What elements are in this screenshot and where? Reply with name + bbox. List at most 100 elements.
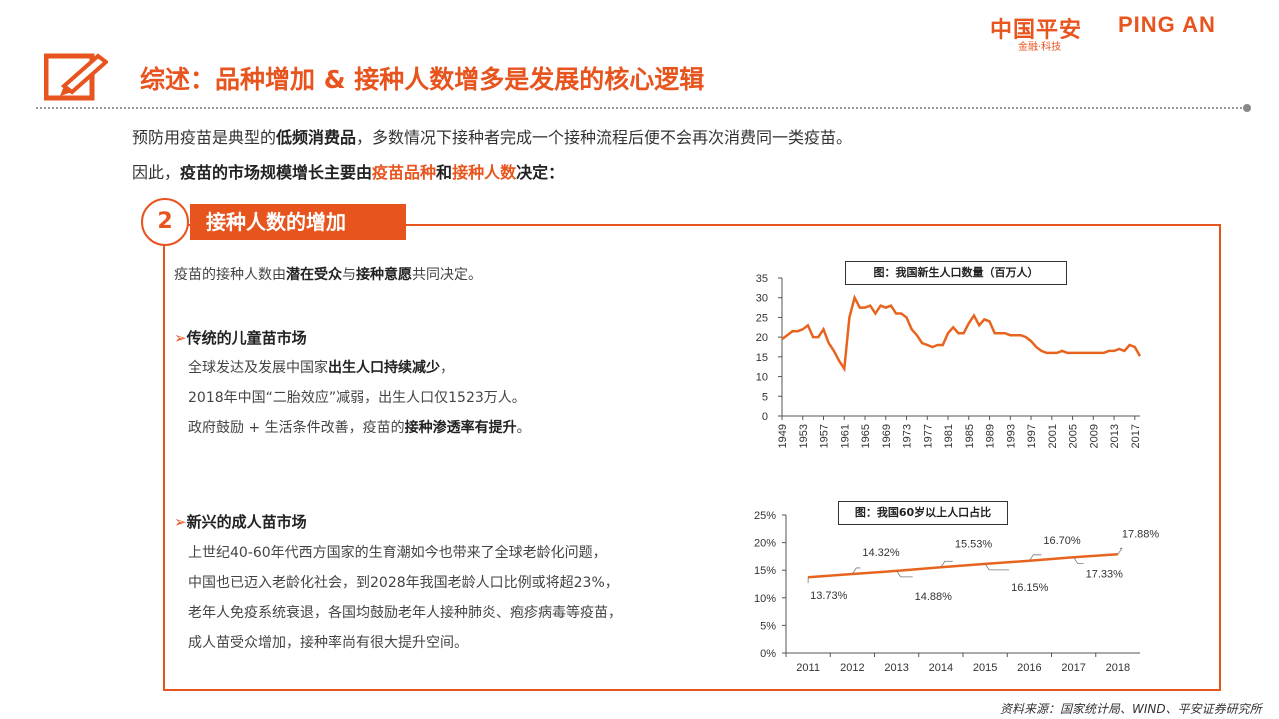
x-tick-label: 1961 [839, 424, 851, 448]
data-label: 13.73% [810, 590, 848, 602]
x-tick-label: 1965 [860, 424, 872, 448]
y-tick-label: 15 [756, 352, 768, 364]
adult-paragraph-2: 中国也已迈入老龄化社会，到2028年我国老龄人口比例或将超23%， [188, 575, 619, 591]
section-panel [163, 224, 1221, 691]
x-tick-label: 2016 [1017, 662, 1041, 674]
x-tick-label: 1969 [881, 424, 893, 448]
elderly-series-line [808, 553, 1118, 579]
x-tick-label: 2015 [973, 662, 997, 674]
intro-line-1: 预防用疫苗是典型的低频消费品，多数情况下接种者完成一个接种流程后便不会再次消费同… [132, 124, 852, 148]
data-label: 14.88% [915, 591, 953, 603]
x-tick-label: 1981 [943, 424, 955, 448]
y-tick-label: 25 [756, 312, 768, 324]
title-divider [36, 107, 1246, 109]
logo-chinese: 中国平安 [990, 18, 1083, 43]
y-tick-label: 5 [762, 391, 768, 403]
para-text: 政府鼓励 + 生活条件改善，疫苗的 [188, 420, 405, 436]
edit-pencil-icon [44, 53, 108, 101]
y-tick-label: 25% [754, 510, 776, 522]
births-chart-title: 图：我国新生人口数量（百万人） [845, 261, 1067, 285]
data-label-leader [984, 563, 1010, 571]
data-label-leader [1029, 554, 1042, 562]
heading-text: 新兴的成人苗市场 [186, 513, 307, 531]
desc-text: 与 [342, 267, 356, 283]
section-number-badge: 2 [141, 198, 189, 246]
x-tick-label: 2012 [840, 662, 864, 674]
para-emphasis: 出生人口持续减少 [328, 360, 440, 376]
intro-emphasis: 决定： [516, 163, 565, 182]
logo-english: PING AN [1118, 12, 1216, 37]
intro-emphasis: 疫苗的市场规模增长主要由 [180, 163, 373, 182]
heading-adult-vaccine: ➢新兴的成人苗市场 [174, 511, 307, 532]
intro-line-2: 因此，疫苗的市场规模增长主要由疫苗品种和接种人数决定： [132, 159, 564, 183]
data-label: 17.33% [1086, 568, 1124, 580]
divider-end-dot [1243, 104, 1251, 112]
intro-highlight: 疫苗品种 [372, 163, 437, 182]
data-label: 16.15% [1011, 582, 1049, 594]
x-tick-label: 1973 [902, 424, 914, 448]
child-paragraph-3: 政府鼓励 + 生活条件改善，疫苗的接种渗透率有提升。 [188, 417, 531, 437]
intro-text: ，多数情况下接种者完成一个接种流程后便不会再次消费同一类疫苗。 [356, 128, 853, 147]
x-tick-label: 1985 [964, 424, 976, 448]
adult-paragraph-1: 上世纪40-60年代西方国家的生育潮如今也带来了全球老龄化问题， [188, 545, 607, 561]
para-text: 全球发达及发展中国家 [188, 360, 328, 376]
births-line-chart: 0 5 10 15 20 25 30 35 1949 1953 1957 1961 1965 1969 19… [756, 273, 1142, 448]
para-emphasis: 接种渗透率有提升 [404, 420, 517, 436]
desc-text: 疫苗的接种人数由 [174, 267, 286, 283]
arrow-bullet-icon: ➢ [174, 513, 187, 531]
y-tick-label: 30 [756, 293, 768, 305]
y-tick-label: 10 [756, 372, 768, 384]
adult-paragraph-4: 成人苗受众增加，接种率尚有很大提升空间。 [188, 635, 468, 651]
data-label-leader [940, 560, 953, 568]
x-tick-label: 2011 [796, 662, 820, 674]
data-label-leader [1117, 547, 1123, 555]
data-label-leader [1073, 557, 1084, 564]
x-tick-label: 1989 [985, 424, 997, 448]
y-tick-label: 0% [760, 648, 776, 660]
y-tick-label: 35 [756, 273, 768, 285]
elderly-ratio-line-chart: 0% 5% 10% 15% 20% 25% 2011 2012 2013 2014 2015 2016… [754, 510, 1160, 674]
x-tick-label: 2017 [1130, 424, 1142, 448]
data-label: 15.53% [955, 538, 993, 550]
logo-tagline: 金融·科技 [1018, 42, 1062, 53]
adult-paragraph-3: 老年人免疫系统衰退，各国均鼓励老年人接种肺炎、疱疹病毒等疫苗， [188, 605, 622, 621]
desc-emphasis: 潜在受众 [286, 267, 342, 283]
y-tick-label: 0 [762, 411, 768, 423]
births-series-line [781, 294, 1142, 373]
y-tick-label: 10% [754, 593, 776, 605]
x-tick-label: 2014 [929, 662, 953, 674]
section-tab: 接种人数的增加 [190, 204, 406, 240]
x-tick-label: 2017 [1061, 662, 1085, 674]
intro-emphasis: 和 [436, 163, 453, 182]
x-tick-label: 2013 [884, 662, 908, 674]
x-tick-label: 1977 [922, 424, 934, 448]
y-tick-label: 20 [756, 332, 768, 344]
elderly-chart-title: 图：我国60岁以上人口占比 [838, 501, 1008, 525]
x-tick-label: 1953 [798, 424, 810, 448]
heading-child-vaccine: ➢传统的儿童苗市场 [174, 327, 307, 348]
desc-text: 共同决定。 [412, 267, 482, 283]
section-description: 疫苗的接种人数由潜在受众与接种意愿共同决定。 [174, 264, 482, 284]
y-tick-label: 20% [754, 538, 776, 550]
intro-emphasis: 低频消费品 [276, 128, 357, 147]
para-text: 。 [516, 420, 531, 436]
data-label-leader [852, 567, 861, 575]
x-tick-label: 1997 [1026, 424, 1038, 448]
data-label-leader [896, 570, 913, 578]
para-text: ， [440, 360, 454, 376]
intro-text: 预防用疫苗是典型的 [132, 128, 277, 147]
x-tick-label: 2018 [1106, 662, 1130, 674]
y-tick-label: 15% [754, 565, 776, 577]
page-title: 综述：品种增加 & 接种人数增多是发展的核心逻辑 [140, 65, 705, 94]
child-paragraph-2: 2018年中国“二胎效应”减弱，出生人口仅1523万人。 [188, 390, 526, 406]
x-tick-label: 2013 [1109, 424, 1121, 448]
heading-text: 传统的儿童苗市场 [186, 329, 307, 347]
x-tick-label: 2005 [1068, 424, 1080, 448]
data-label: 16.70% [1043, 535, 1081, 547]
intro-text: 因此， [132, 163, 181, 182]
x-tick-label: 1993 [1005, 424, 1017, 448]
y-tick-label: 5% [760, 620, 776, 632]
data-label: 17.88% [1122, 528, 1160, 540]
child-paragraph-1: 全球发达及发展中国家出生人口持续减少， [188, 357, 454, 377]
desc-emphasis: 接种意愿 [356, 267, 412, 283]
